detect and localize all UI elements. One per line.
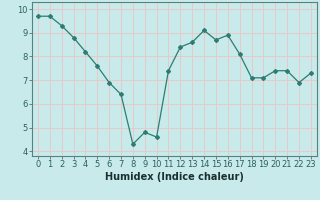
X-axis label: Humidex (Indice chaleur): Humidex (Indice chaleur) [105, 172, 244, 182]
